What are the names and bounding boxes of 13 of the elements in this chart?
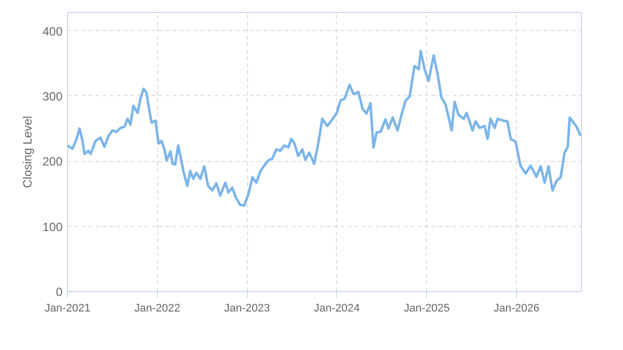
x-tick-label: Jan-2021	[44, 302, 90, 314]
line-series	[68, 50, 582, 207]
x-tick-label: Jan-2025	[404, 302, 450, 314]
y-tick-label: 0	[56, 285, 63, 299]
x-tick-label: Jan-2024	[314, 302, 360, 314]
x-tick-label: Jan-2026	[494, 302, 540, 314]
y-tick-label: 300	[42, 89, 63, 104]
x-tick-label: Jan-2023	[224, 302, 270, 314]
y-axis-title: Closing Level	[20, 116, 34, 188]
x-tick-label: Jan-2022	[134, 302, 180, 314]
y-tick-label: 400	[42, 24, 63, 38]
y-tick-label: 200	[42, 154, 63, 169]
y-tick-label: 100	[42, 220, 63, 234]
